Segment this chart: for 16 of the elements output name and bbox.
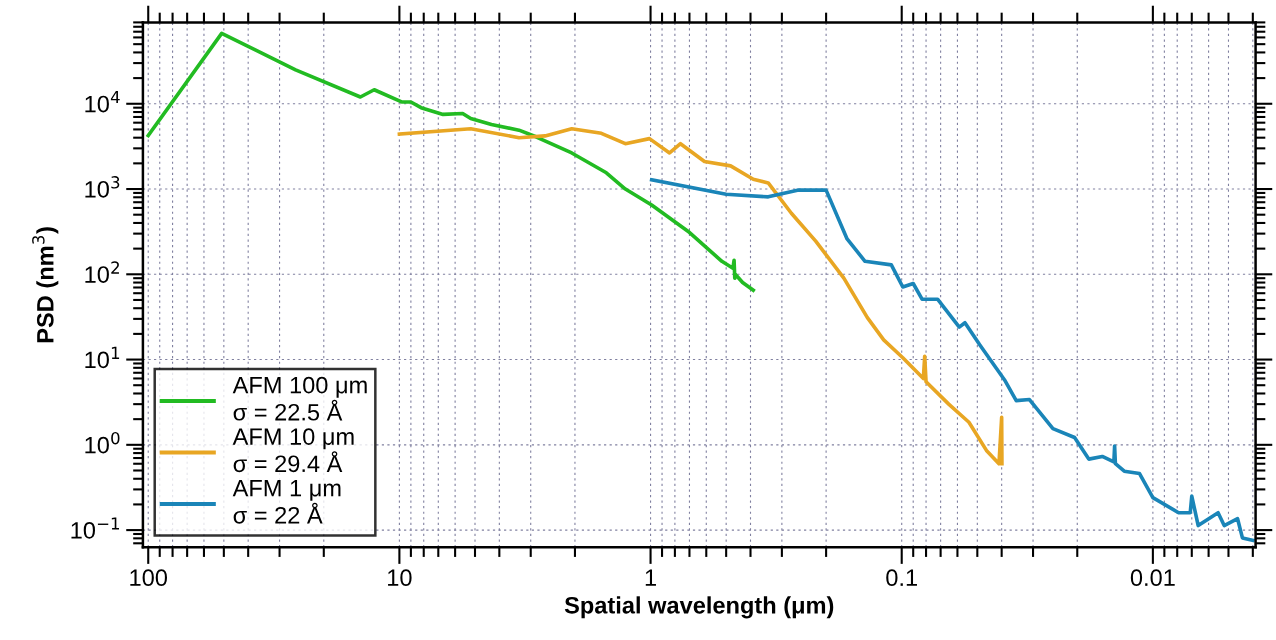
y-tick-label: 10$^{0}$ (85, 431, 120, 454)
y-tick-label: 10$^{1}$ (85, 346, 120, 369)
legend-label: AFM 100 μm σ = 22.5 Å (232, 376, 367, 421)
y-axis-title: PSD (nm$^{3}$) (32, 227, 59, 343)
y-tick-label: 10$^{−1}$ (71, 517, 119, 539)
x-tick-label: 0.1 (886, 569, 917, 587)
legend-label: AFM 10 μm σ = 29.4 Å (232, 428, 354, 473)
x-tick-label: 10 (388, 569, 412, 587)
legend-label: AFM 1 μm σ = 22 Å (232, 480, 341, 524)
y-tick-label: 10$^{3}$ (85, 176, 120, 198)
x-tick-label: 1 (645, 569, 656, 586)
x-axis-title: Spatial wavelength (μm) (564, 596, 834, 619)
x-tick-label: 100 (130, 569, 168, 587)
y-tick-label: 10$^{4}$ (85, 91, 120, 113)
y-tick-label: 10$^{2}$ (85, 261, 119, 283)
x-tick-label: 0.01 (1130, 569, 1175, 587)
